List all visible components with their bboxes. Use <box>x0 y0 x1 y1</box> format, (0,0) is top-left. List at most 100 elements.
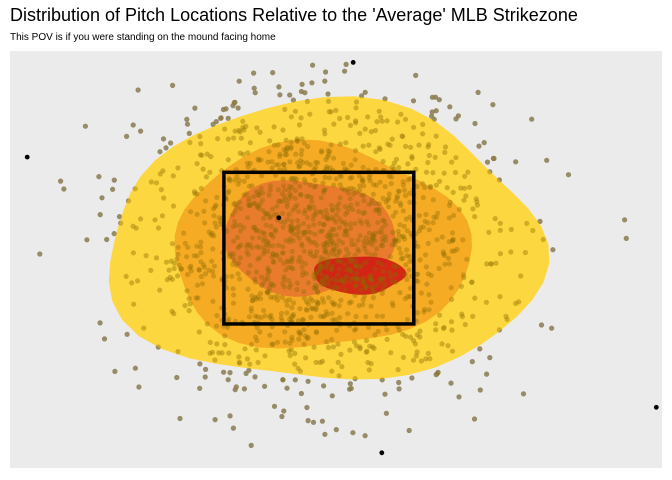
pitch-point-overlay <box>513 159 519 165</box>
pitch-point-overlay <box>344 267 350 273</box>
pitch-point-overlay <box>270 341 276 347</box>
pitch-point-overlay <box>284 310 290 316</box>
pitch-point-overlay <box>238 135 244 141</box>
pitch-point-overlay <box>326 235 332 241</box>
pitch-point-overlay <box>269 165 275 171</box>
pitch-point-overlay <box>280 250 286 256</box>
pitch-point-overlay <box>425 144 431 150</box>
pitch-point-overlay <box>392 242 398 248</box>
pitch-point-overlay <box>256 192 262 198</box>
pitch-point-overlay <box>194 253 200 259</box>
pitch-point-overlay <box>372 230 378 236</box>
pitch-point-overlay <box>405 294 411 300</box>
pitch-point-overlay <box>312 285 318 291</box>
pitch-point-overlay <box>394 193 400 199</box>
pitch-point-overlay <box>458 185 464 191</box>
pitch-point-overlay <box>318 272 325 278</box>
pitch-point-overlay <box>297 157 304 164</box>
pitch-point-overlay <box>270 251 276 257</box>
pitch-point-overlay <box>160 168 166 174</box>
pitch-point-overlay <box>396 188 402 194</box>
pitch-point-overlay <box>290 207 296 213</box>
pitch-point-overlay <box>284 258 290 264</box>
pitch-point-overlay <box>224 324 231 330</box>
pitch-point-overlay <box>309 306 316 312</box>
pitch-point-overlay <box>304 307 310 313</box>
pitch-point-overlay <box>401 223 407 229</box>
pitch-point-overlay <box>347 381 353 387</box>
pitch-point-overlay <box>324 274 330 280</box>
pitch-point-overlay <box>259 282 265 288</box>
pitch-point-overlay <box>315 300 321 306</box>
pitch-point-overlay <box>284 144 290 150</box>
pitch-point-overlay <box>353 263 359 269</box>
pitch-point-overlay <box>136 384 142 390</box>
pitch-point-overlay <box>314 268 320 274</box>
pitch-point-overlay <box>360 301 366 308</box>
pitch-point-overlay <box>301 210 307 216</box>
pitch-point-overlay <box>330 344 336 350</box>
pitch-point-overlay <box>442 144 449 150</box>
pitch-point-overlay <box>396 379 402 386</box>
pitch-point-overlay <box>426 292 432 298</box>
pitch-point-overlay <box>226 176 232 182</box>
pitch-point-overlay <box>157 171 163 177</box>
pitch-point-overlay <box>292 179 299 185</box>
pitch-point-overlay <box>374 313 380 319</box>
pitch-point-overlay <box>450 189 456 195</box>
pitch-point-overlay <box>311 239 318 246</box>
pitch-point-overlay <box>164 277 170 283</box>
pitch-point-overlay <box>367 275 373 281</box>
pitch-point-overlay <box>331 241 337 247</box>
pitch-point-overlay <box>259 173 265 179</box>
pitch-point-overlay <box>170 173 176 179</box>
pitch-point-overlay <box>241 224 247 231</box>
pitch-point-overlay <box>257 255 263 261</box>
pitch-point-overlay <box>295 160 301 166</box>
pitch-point-overlay <box>458 283 464 289</box>
pitch-point-overlay <box>322 281 328 287</box>
pitch-point-overlay <box>235 245 241 251</box>
pitch-point-overlay <box>256 157 262 163</box>
pitch-point-overlay <box>425 350 431 356</box>
pitch-point-overlay <box>343 222 349 228</box>
pitch-point-overlay <box>287 340 293 346</box>
pitch-point-overlay <box>235 105 241 111</box>
pitch-point-overlay <box>297 254 303 260</box>
pitch-point-overlay <box>125 198 132 204</box>
pitch-point-overlay <box>289 257 295 263</box>
pitch-point-overlay <box>306 237 312 243</box>
pitch-point-overlay <box>437 312 443 318</box>
pitch-point-overlay <box>321 222 327 228</box>
pitch-point-overlay <box>402 296 408 302</box>
pitch-point-overlay <box>323 157 329 163</box>
pitch-point-overlay <box>380 217 386 223</box>
pitch-point-overlay <box>369 277 375 283</box>
pitch-point-overlay <box>352 220 358 227</box>
pitch-point-overlay <box>286 348 292 354</box>
pitch-point <box>203 366 209 372</box>
pitch-point-overlay <box>379 118 385 124</box>
pitch-point-overlay <box>410 357 417 363</box>
pitch-point-overlay <box>334 242 340 248</box>
pitch-point-overlay <box>289 255 295 261</box>
pitch-point-overlay <box>279 210 285 217</box>
pitch-point-overlay <box>496 177 502 183</box>
pitch-point-overlay <box>370 344 376 350</box>
pitch-point-overlay <box>399 234 405 240</box>
pitch-point-overlay <box>413 72 419 78</box>
pitch-point-overlay <box>311 212 317 219</box>
pitch-point-overlay <box>449 327 455 333</box>
pitch-point-overlay <box>171 265 177 272</box>
pitch-point-overlay <box>266 192 272 198</box>
pitch-point <box>97 212 103 218</box>
pitch-point-overlay <box>378 276 384 282</box>
pitch-point-overlay <box>336 216 343 222</box>
pitch-point-overlay <box>324 243 330 249</box>
pitch-point-overlay <box>305 334 311 340</box>
pitch-point-overlay <box>463 193 469 199</box>
pitch-point-overlay <box>284 203 290 210</box>
pitch-point-overlay <box>197 152 204 158</box>
pitch-point-overlay <box>320 242 326 248</box>
pitch-point-overlay <box>355 276 361 282</box>
